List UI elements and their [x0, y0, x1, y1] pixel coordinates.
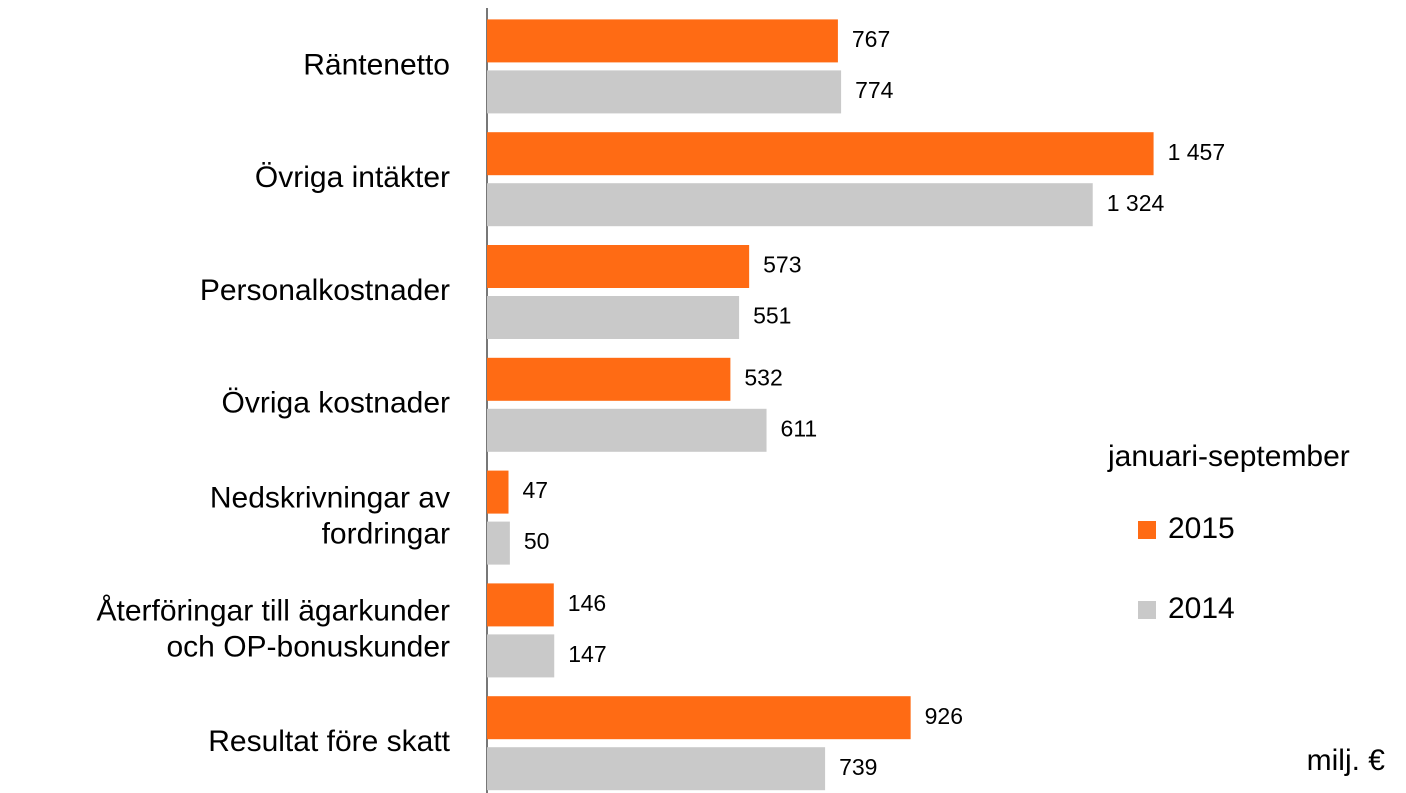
category-label: Återföringar till ägarkunder och OP-bonus… [96, 594, 450, 663]
value-label: 739 [839, 754, 877, 780]
bar [487, 747, 826, 791]
bar [487, 296, 740, 339]
bar [487, 583, 554, 627]
value-label: 47 [523, 477, 549, 503]
legend-swatch [1138, 601, 1156, 619]
legend-swatch [1138, 521, 1156, 539]
category-label: Övriga kostnader [222, 387, 450, 420]
value-label: 1 457 [1168, 139, 1226, 165]
bar [487, 70, 842, 114]
category-label: Övriga intäkter [255, 161, 450, 194]
value-label: 147 [568, 641, 606, 667]
value-label: 611 [781, 415, 818, 441]
legend-label: 2015 [1168, 512, 1235, 545]
bar [487, 408, 767, 452]
value-label: 50 [524, 528, 550, 554]
category-label: Räntenetto [303, 48, 450, 81]
unit-label: milj. € [1307, 744, 1386, 777]
legend-label: 2014 [1168, 592, 1235, 625]
bar [487, 245, 750, 288]
bar [487, 696, 911, 740]
bar [487, 357, 731, 401]
category-label: Nedskrivningar av fordringar [210, 482, 450, 551]
category-label: Resultat före skatt [208, 725, 450, 758]
category-label: Personalkostnader [200, 274, 450, 307]
bar [487, 470, 509, 514]
bar [487, 183, 1093, 227]
value-label: 1 324 [1107, 190, 1165, 216]
value-label: 146 [568, 590, 606, 616]
value-label: 532 [744, 364, 782, 390]
value-label: 926 [925, 703, 963, 729]
bar [487, 521, 510, 565]
value-label: 551 [753, 303, 791, 329]
value-label: 767 [852, 26, 890, 52]
value-label: 774 [855, 77, 894, 103]
bar [487, 19, 838, 63]
legend-title: januari-september [1107, 440, 1350, 473]
bar [487, 132, 1154, 176]
value-label: 573 [763, 252, 801, 278]
bar [487, 634, 555, 678]
